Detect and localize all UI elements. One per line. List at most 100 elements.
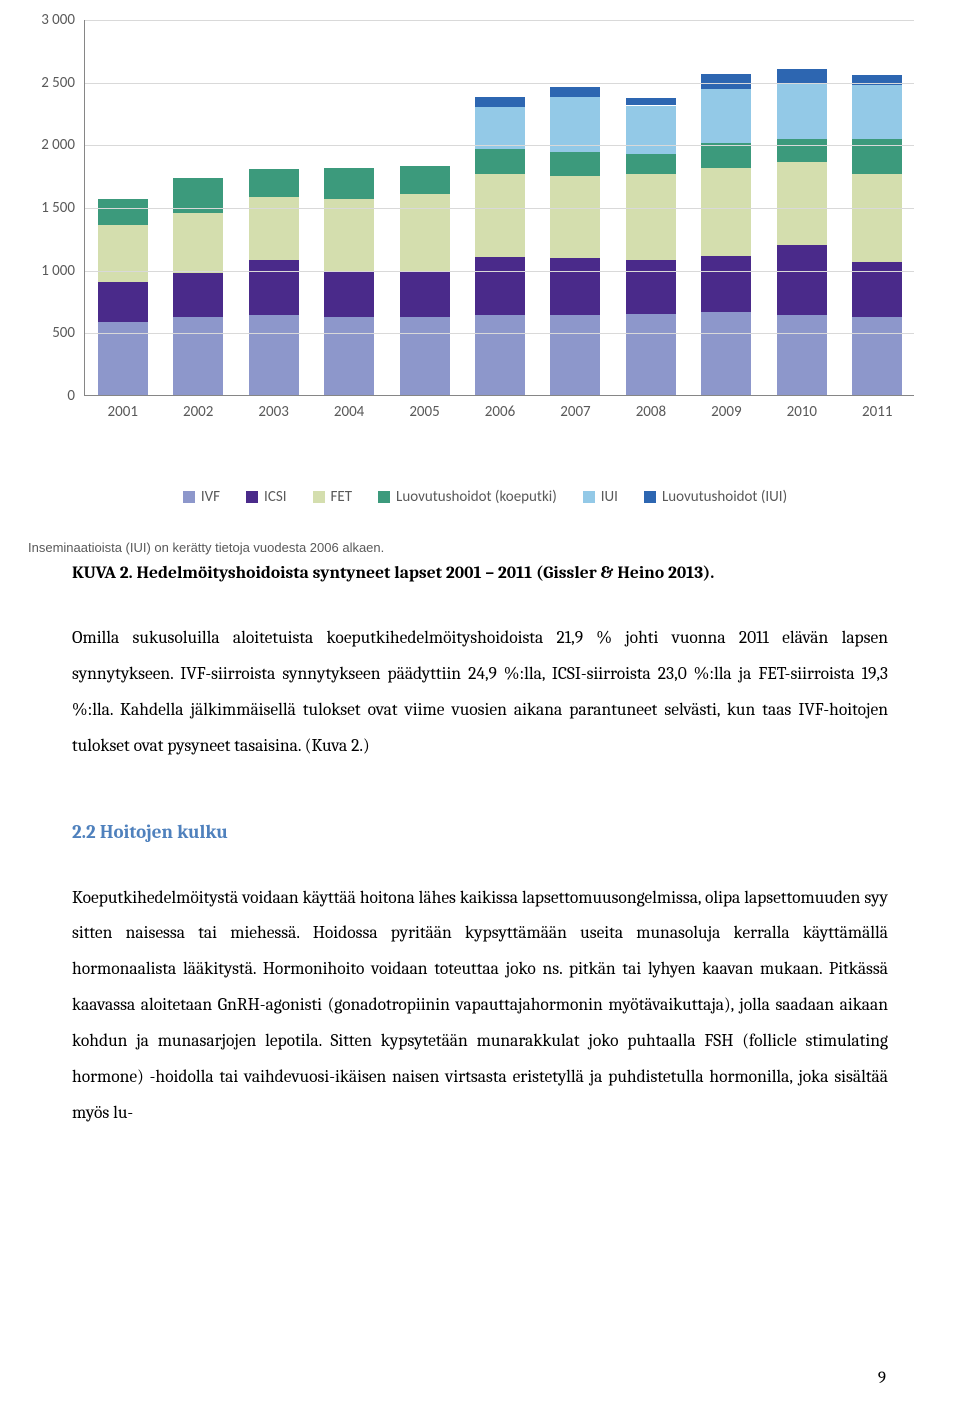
legend-swatch (583, 491, 595, 503)
stacked-bar-chart: 05001 0001 5002 0002 5003 00020012002200… (28, 12, 928, 452)
bar-segment (550, 258, 600, 314)
bar-segment (324, 317, 374, 395)
bar-segment (777, 315, 827, 395)
legend-item: Luovutushoidot (koeputki) (378, 488, 557, 506)
y-tick-label: 500 (52, 324, 75, 342)
y-tick-label: 2 000 (41, 136, 75, 154)
bar-segment (626, 106, 676, 155)
bar-segment (173, 213, 223, 273)
legend-item: ICSI (246, 488, 286, 506)
legend-swatch (246, 491, 258, 503)
bar-segment (701, 168, 751, 256)
grid-line (85, 208, 914, 209)
grid-line (85, 271, 914, 272)
bar-segment (475, 107, 525, 150)
bar-segment (324, 168, 374, 199)
bar-segment (777, 139, 827, 162)
bar-segment (852, 85, 902, 139)
bar-segment (400, 166, 450, 195)
bar-segment (550, 152, 600, 176)
bar-segment (324, 271, 374, 317)
legend-item: IUI (583, 488, 618, 506)
paragraph-2: Koeputkihedelmöitystä voidaan käyttää ho… (72, 881, 888, 1132)
section-heading: 2.2 Hoitojen kulku (72, 821, 888, 843)
bar-segment (701, 89, 751, 143)
bar-segment (852, 317, 902, 395)
bar-segment (400, 317, 450, 395)
grid-line (85, 20, 914, 21)
legend-swatch (183, 491, 195, 503)
grid-line (85, 333, 914, 334)
x-tick-label: 2004 (334, 403, 364, 421)
bar-segment (475, 97, 525, 107)
bar-segment (626, 98, 676, 106)
legend-item: IVF (183, 488, 220, 506)
x-tick-label: 2009 (711, 403, 741, 421)
bar-segment (400, 271, 450, 317)
bar-segment (98, 225, 148, 283)
x-tick-label: 2007 (560, 403, 590, 421)
y-tick-label: 1 500 (41, 199, 75, 217)
x-tick-label: 2002 (183, 403, 213, 421)
bar-segment (626, 260, 676, 314)
x-tick-label: 2008 (636, 403, 666, 421)
y-tick-label: 0 (67, 387, 75, 405)
figure-caption: KUVA 2. Hedelmöityshoidoista syntyneet l… (72, 563, 888, 583)
plot-area: 05001 0001 5002 0002 5003 00020012002200… (84, 20, 914, 396)
legend-item: Luovutushoidot (IUI) (644, 488, 787, 506)
bar-segment (173, 317, 223, 395)
grid-line (85, 83, 914, 84)
bar-segment (173, 273, 223, 317)
legend-swatch (644, 491, 656, 503)
x-tick-label: 2005 (409, 403, 439, 421)
chart-footnote: Inseminaatioista (IUI) on kerätty tietoj… (28, 540, 960, 555)
x-tick-label: 2010 (787, 403, 817, 421)
chart-container: 05001 0001 5002 0002 5003 00020012002200… (0, 0, 960, 510)
bar-segment (852, 174, 902, 262)
bar-segment (550, 87, 600, 97)
bar-segment (777, 84, 827, 139)
legend-label: Luovutushoidot (koeputki) (396, 488, 557, 506)
bar-segment (249, 197, 299, 260)
legend-label: Luovutushoidot (IUI) (662, 488, 787, 506)
bar-segment (249, 260, 299, 315)
bar-segment (475, 174, 525, 257)
legend-label: ICSI (264, 488, 286, 506)
legend-label: IVF (201, 488, 220, 506)
chart-legend: IVF ICSI FET Luovutushoidot (koeputki) IUI Lu… (28, 488, 942, 506)
bar-segment (626, 154, 676, 174)
bar-segment (475, 257, 525, 315)
bar-segment (852, 75, 902, 85)
y-tick-label: 1 000 (41, 262, 75, 280)
bar-segment (777, 245, 827, 315)
bar-segment (701, 312, 751, 395)
x-tick-label: 2011 (862, 403, 892, 421)
x-tick-label: 2006 (485, 403, 515, 421)
legend-label: IUI (601, 488, 618, 506)
bar-segment (249, 169, 299, 197)
page-number: 9 (878, 1369, 886, 1388)
bar-segment (475, 315, 525, 395)
paragraph-1: Omilla sukusoluilla aloitetuista koeputk… (72, 621, 888, 765)
bar-segment (777, 162, 827, 245)
y-tick-label: 2 500 (41, 74, 75, 92)
bar-segment (324, 199, 374, 270)
legend-item: FET (313, 488, 353, 506)
legend-swatch (378, 491, 390, 503)
legend-label: FET (331, 488, 353, 506)
x-tick-label: 2003 (258, 403, 288, 421)
bar-segment (550, 315, 600, 395)
bar-segment (701, 143, 751, 168)
bar-segment (475, 149, 525, 174)
bar-segment (701, 256, 751, 312)
bar-segment (550, 176, 600, 259)
bar-segment (400, 194, 450, 270)
bar-segment (98, 199, 148, 224)
bar-segment (249, 315, 299, 395)
bar-segment (98, 282, 148, 322)
bar-segment (550, 97, 600, 152)
legend-swatch (313, 491, 325, 503)
grid-line (85, 145, 914, 146)
bar-segment (626, 314, 676, 395)
bar-segment (626, 174, 676, 259)
